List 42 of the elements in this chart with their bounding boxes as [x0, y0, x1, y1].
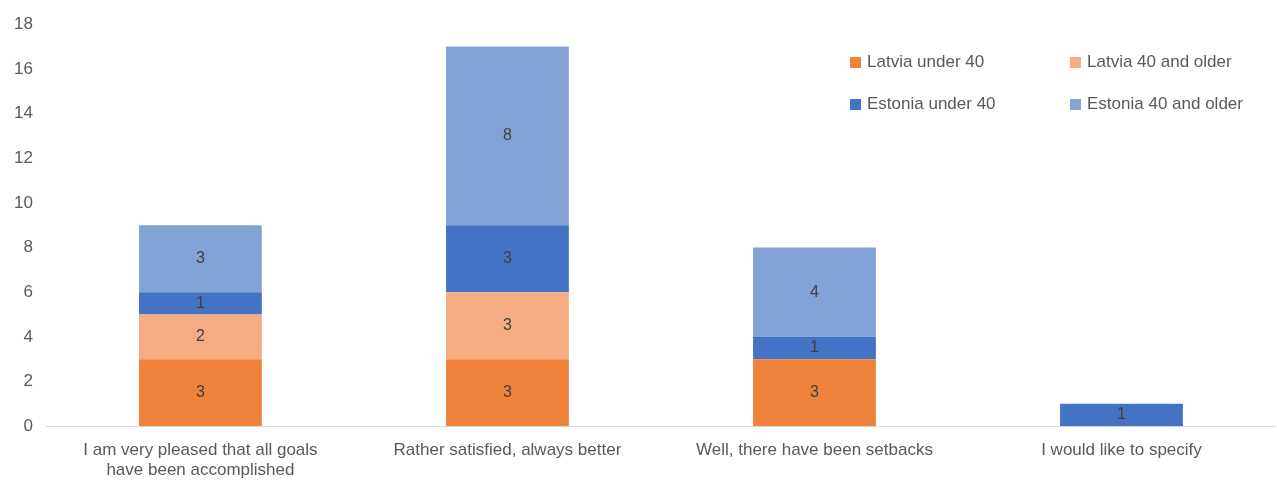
bar [446, 225, 569, 293]
bar [753, 336, 876, 360]
data-label: 1 [810, 338, 820, 356]
data-label: 8 [502, 126, 512, 144]
x-tick-label: I am very pleased that all goals have been accomplished [83, 440, 318, 480]
data-label: 3 [195, 249, 205, 267]
data-label: 1 [195, 293, 205, 311]
data-label: 3 [810, 383, 820, 401]
data-label: 4 [810, 282, 820, 300]
y-tick-label: 6 [23, 281, 33, 301]
bar [139, 225, 262, 293]
data-label: 3 [502, 383, 512, 401]
bar [1060, 403, 1183, 427]
bar [446, 46, 569, 226]
y-tick-label: 16 [13, 58, 33, 78]
x-tick-label: I would like to specify [1041, 440, 1203, 460]
data-label: 2 [195, 327, 205, 345]
y-tick-label: 12 [13, 147, 33, 167]
y-tick-label: 18 [13, 13, 33, 33]
y-tick-label: 10 [13, 192, 33, 212]
data-label: 3 [502, 249, 512, 267]
y-tick-label: 4 [23, 326, 33, 346]
data-label: 3 [502, 316, 512, 334]
y-tick-label: 0 [23, 415, 33, 435]
legend-label: Estonia under 40 [867, 94, 996, 114]
bar [139, 292, 262, 315]
legend-label: Estonia 40 and older [1087, 94, 1243, 114]
data-label: 3 [195, 383, 205, 401]
bar [139, 359, 262, 427]
y-tick-label: 2 [23, 371, 33, 391]
legend-label: Latvia 40 and older [1087, 52, 1232, 72]
bar [753, 359, 876, 427]
data-label: 1 [1117, 405, 1127, 423]
bar [446, 359, 569, 427]
bar [139, 314, 262, 360]
bar [753, 247, 876, 337]
y-tick-label: 14 [13, 103, 33, 123]
bar [446, 292, 569, 360]
y-tick-label: 8 [23, 237, 33, 257]
legend-label: Latvia under 40 [867, 52, 985, 72]
x-tick-label: Well, there have been setbacks [696, 440, 933, 460]
x-tick-label: Rather satisfied, always better [393, 440, 622, 460]
